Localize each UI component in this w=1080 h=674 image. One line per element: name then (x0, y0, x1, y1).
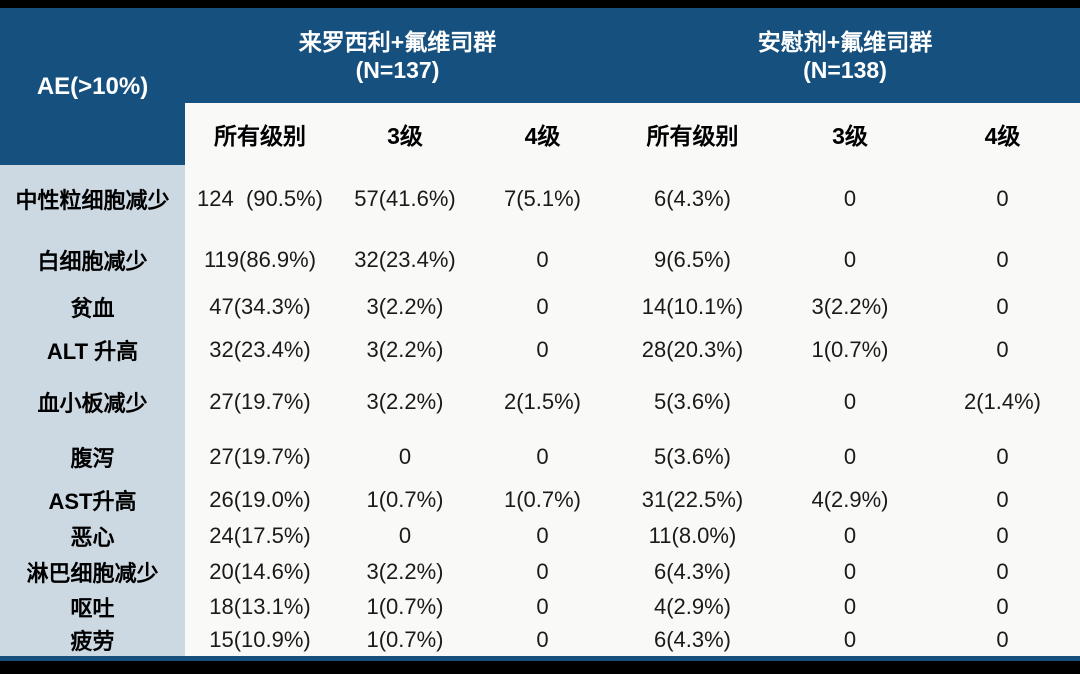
data-cell: 6(4.3%) (610, 165, 775, 233)
data-cell: 27(19.7%) (185, 372, 335, 432)
data-cell: 0 (335, 432, 475, 482)
data-cell: 28(20.3%) (610, 327, 775, 372)
row-label-cell: 腹泻 (0, 432, 185, 482)
data-cell: 0 (925, 482, 1080, 517)
row-label-cell: ALT 升高 (0, 327, 185, 372)
data-cell: 0 (475, 327, 610, 372)
data-cell: 24(17.5%) (185, 517, 335, 554)
data-cell: 0 (775, 372, 925, 432)
data-cell: 32(23.4%) (185, 327, 335, 372)
group-header-placebo: 安慰剂+氟维司群 (N=138) (610, 8, 1080, 103)
subheader-grade3-2: 3级 (775, 103, 925, 165)
data-cell: 5(3.6%) (610, 432, 775, 482)
data-cell: 3(2.2%) (335, 327, 475, 372)
data-cell: 0 (925, 327, 1080, 372)
data-cell: 3(2.2%) (335, 554, 475, 589)
data-cell: 32(23.4%) (335, 233, 475, 286)
subheader-grade4-2: 4级 (925, 103, 1080, 165)
data-cell: 0 (775, 589, 925, 624)
data-cell: 0 (475, 432, 610, 482)
data-cell: 3(2.2%) (335, 286, 475, 327)
row-label-cell: 恶心 (0, 517, 185, 554)
data-cell: 2(1.4%) (925, 372, 1080, 432)
row-label-cell: AST升高 (0, 482, 185, 517)
data-cell: 0 (925, 165, 1080, 233)
data-cell: 31(22.5%) (610, 482, 775, 517)
subheader-all-grades-2: 所有级别 (610, 103, 775, 165)
data-cell: 1(0.7%) (335, 624, 475, 656)
data-cell: 0 (925, 286, 1080, 327)
data-cell: 7(5.1%) (475, 165, 610, 233)
data-cell: 4(2.9%) (610, 589, 775, 624)
ae-table: AE(>10%) 来罗西利+氟维司群 (N=137) 安慰剂+氟维司群 (N=1… (0, 8, 1080, 656)
data-cell: 1(0.7%) (775, 327, 925, 372)
data-cell: 57(41.6%) (335, 165, 475, 233)
data-cell: 2(1.5%) (475, 372, 610, 432)
data-cell: 0 (925, 432, 1080, 482)
data-cell: 0 (925, 589, 1080, 624)
row-label-cell: 呕吐 (0, 589, 185, 624)
row-label-cell: 中性粒细胞减少 (0, 165, 185, 233)
data-cell: 0 (925, 624, 1080, 656)
data-cell: 0 (475, 624, 610, 656)
data-cell: 14(10.1%) (610, 286, 775, 327)
data-cell: 0 (335, 517, 475, 554)
row-label-cell: 贫血 (0, 286, 185, 327)
data-cell: 15(10.9%) (185, 624, 335, 656)
data-cell: 5(3.6%) (610, 372, 775, 432)
data-cell: 0 (475, 554, 610, 589)
data-cell: 1(0.7%) (335, 589, 475, 624)
data-cell: 47(34.3%) (185, 286, 335, 327)
data-cell: 4(2.9%) (775, 482, 925, 517)
data-cell: 20(14.6%) (185, 554, 335, 589)
data-cell: 3(2.2%) (775, 286, 925, 327)
group-header-placebo-name: 安慰剂+氟维司群 (757, 28, 933, 55)
data-cell: 0 (475, 589, 610, 624)
data-cell: 18(13.1%) (185, 589, 335, 624)
data-cell: 3(2.2%) (335, 372, 475, 432)
group-header-treatment: 来罗西利+氟维司群 (N=137) (185, 8, 610, 103)
data-cell: 0 (775, 554, 925, 589)
data-cell: 0 (475, 517, 610, 554)
data-cell: 124 (90.5%) (185, 165, 335, 233)
row-label-cell: 血小板减少 (0, 372, 185, 432)
data-cell: 0 (775, 517, 925, 554)
data-cell: 0 (475, 233, 610, 286)
data-cell: 27(19.7%) (185, 432, 335, 482)
group-header-treatment-n: (N=137) (355, 56, 440, 83)
data-cell: 0 (925, 517, 1080, 554)
subheader-grade3-1: 3级 (335, 103, 475, 165)
subheader-grade4-1: 4级 (475, 103, 610, 165)
data-cell: 0 (925, 233, 1080, 286)
data-cell: 1(0.7%) (475, 482, 610, 517)
group-header-treatment-name: 来罗西利+氟维司群 (298, 28, 497, 55)
data-cell: 26(19.0%) (185, 482, 335, 517)
data-cell: 1(0.7%) (335, 482, 475, 517)
bottom-accent-line (0, 656, 1080, 661)
data-cell: 9(6.5%) (610, 233, 775, 286)
data-cell: 0 (775, 624, 925, 656)
data-cell: 0 (475, 286, 610, 327)
group-header-placebo-n: (N=138) (803, 56, 887, 83)
row-label-cell: 疲劳 (0, 624, 185, 656)
corner-header-cell: AE(>10%) (0, 8, 185, 165)
data-cell: 0 (775, 432, 925, 482)
data-cell: 6(4.3%) (610, 624, 775, 656)
data-cell: 6(4.3%) (610, 554, 775, 589)
data-cell: 0 (775, 165, 925, 233)
data-cell: 11(8.0%) (610, 517, 775, 554)
row-label-cell: 淋巴细胞减少 (0, 554, 185, 589)
data-cell: 0 (925, 554, 1080, 589)
data-cell: 119(86.9%) (185, 233, 335, 286)
row-label-cell: 白细胞减少 (0, 233, 185, 286)
subheader-all-grades-1: 所有级别 (185, 103, 335, 165)
data-cell: 0 (775, 233, 925, 286)
